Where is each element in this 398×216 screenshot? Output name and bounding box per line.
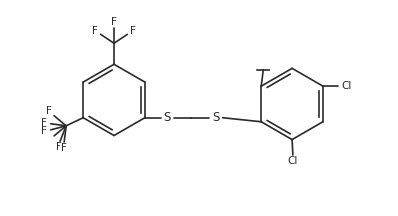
Text: Cl: Cl	[288, 156, 298, 166]
Text: F: F	[41, 118, 47, 128]
Text: S: S	[164, 111, 171, 124]
Text: S: S	[212, 111, 219, 124]
Text: F: F	[46, 106, 52, 116]
Text: F: F	[56, 142, 62, 152]
Text: F: F	[41, 127, 47, 137]
Text: F: F	[130, 26, 136, 36]
Text: Cl: Cl	[341, 81, 351, 91]
Text: F: F	[111, 17, 117, 27]
Text: F: F	[92, 26, 98, 36]
Text: F: F	[61, 143, 67, 153]
